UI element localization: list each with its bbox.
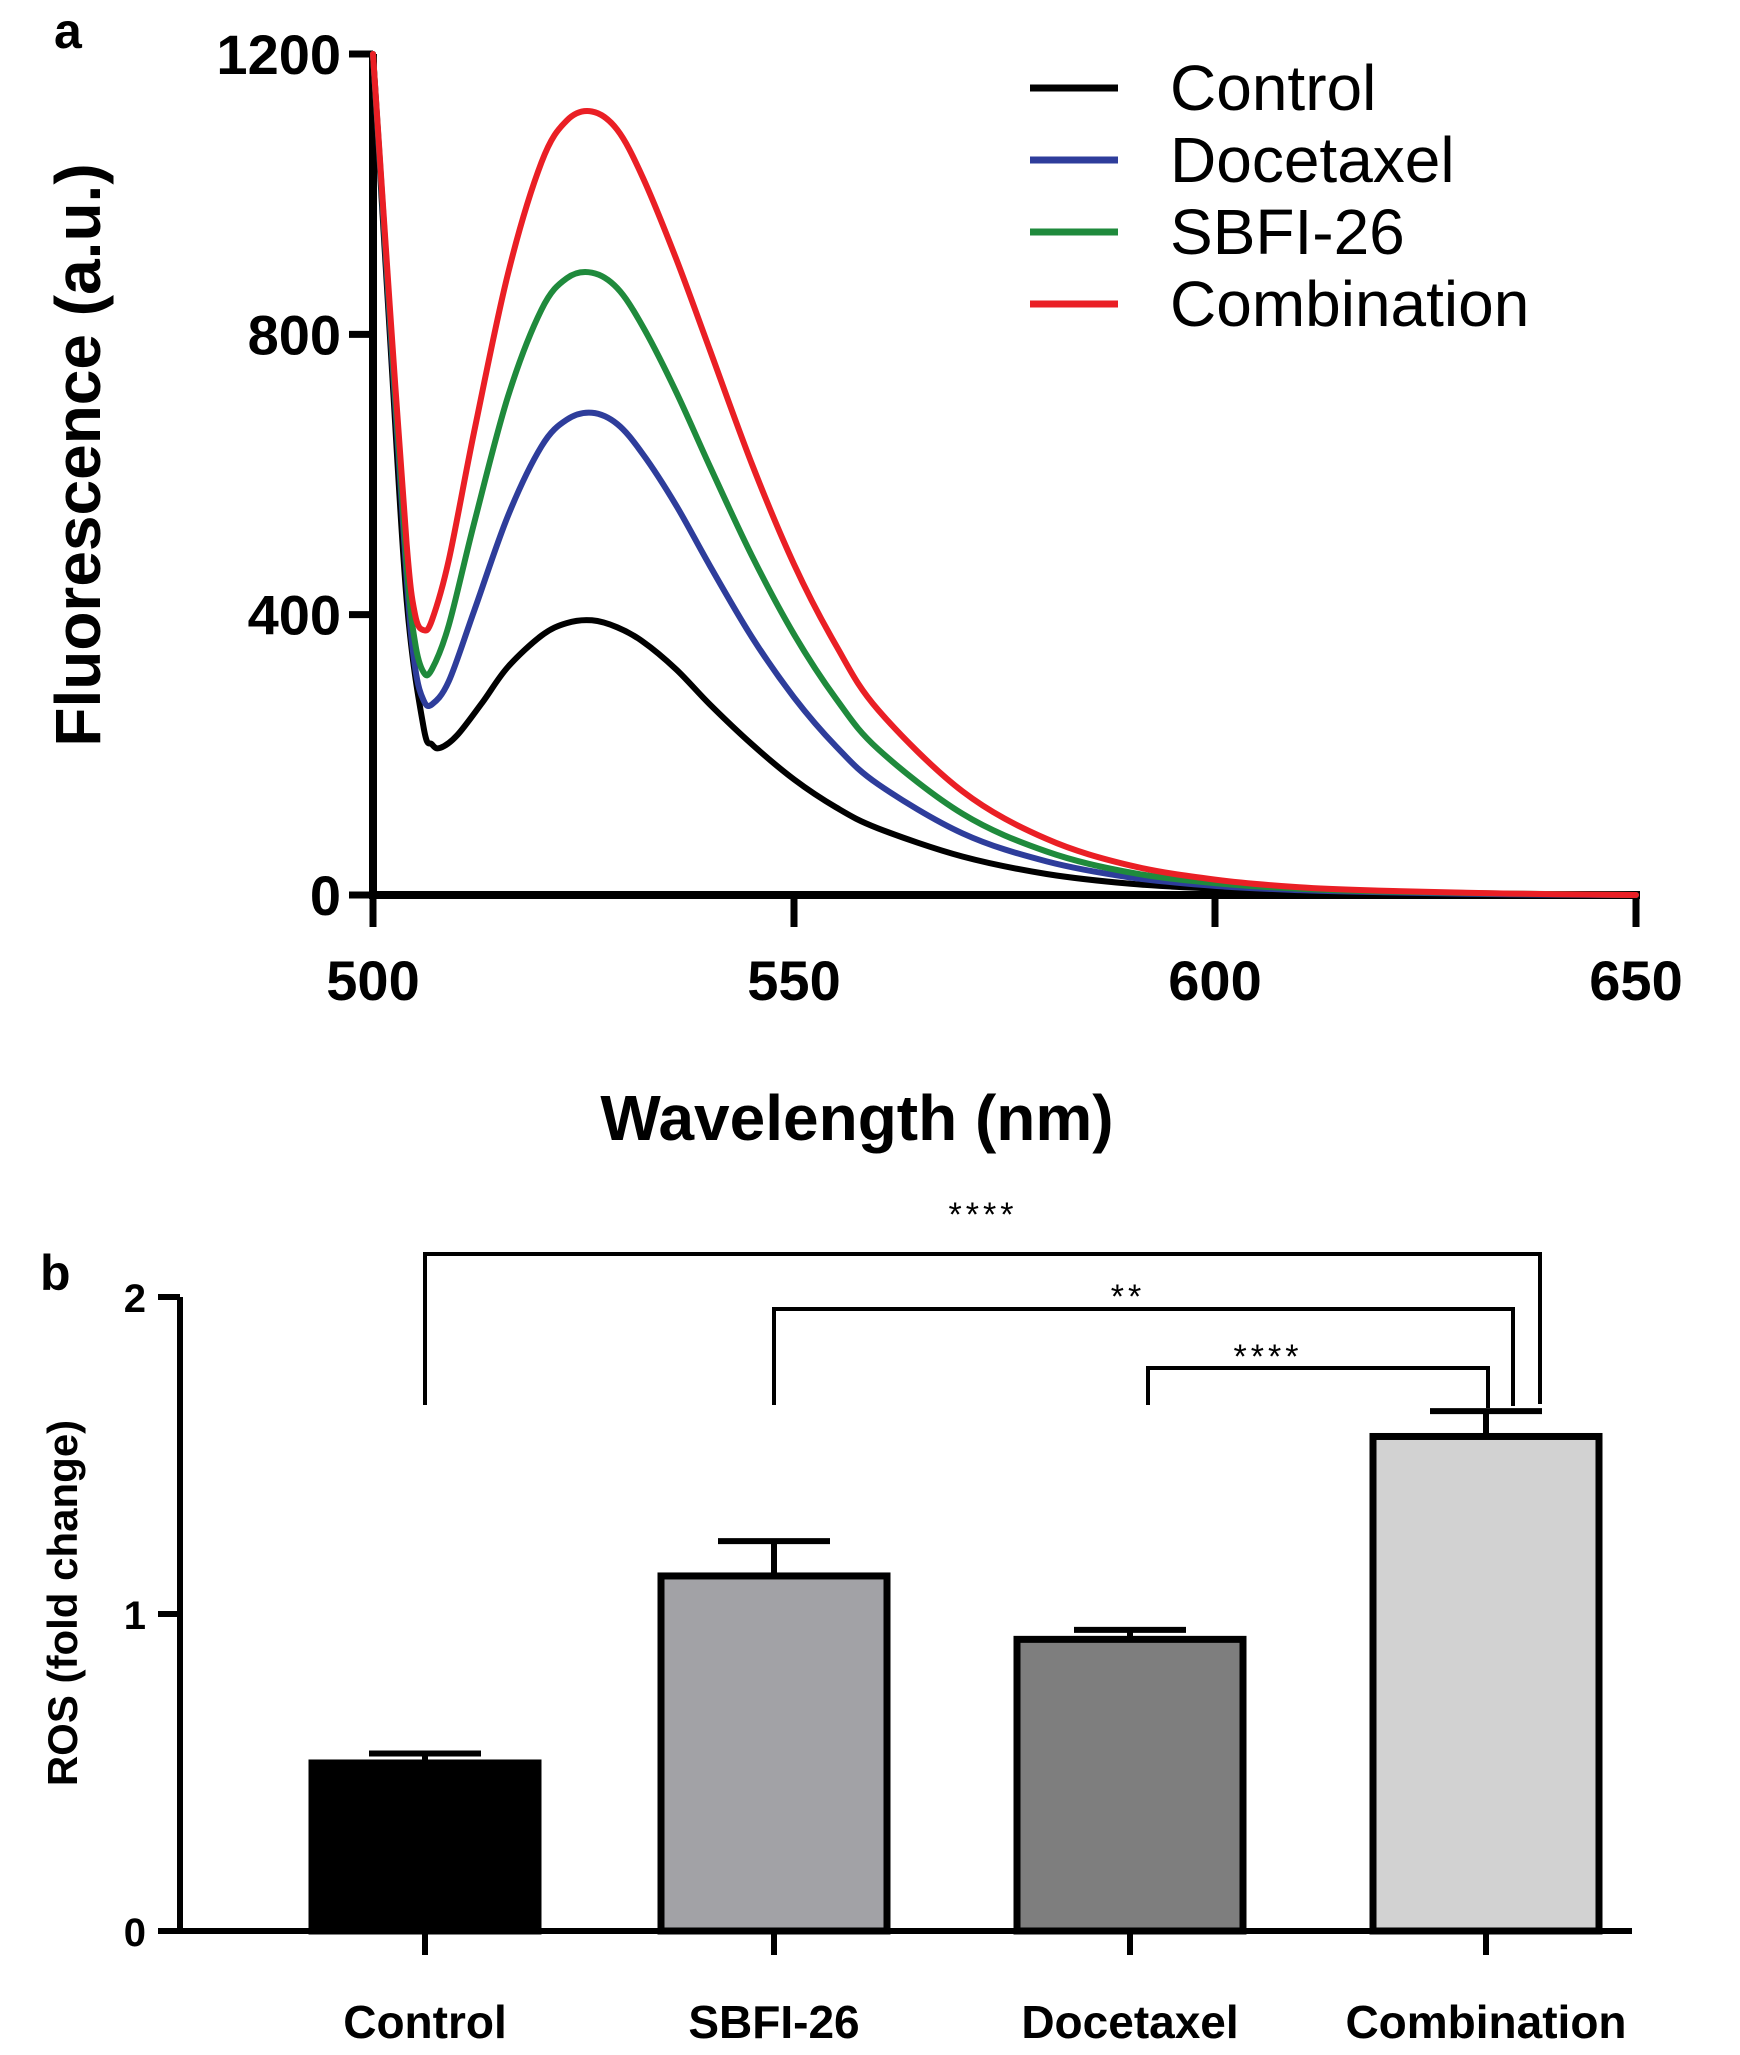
panel-a-y-tick-label: 400 xyxy=(248,584,341,647)
category-label: Docetaxel xyxy=(1021,1996,1238,2048)
category-label: SBFI-26 xyxy=(688,1996,859,2048)
panel-a-ticks: 0 400 800 1200 500 550 600 650 xyxy=(216,23,1682,1012)
panel-a-x-tick-label: 650 xyxy=(1589,949,1682,1012)
legend-label: Docetaxel xyxy=(1170,124,1455,196)
legend-label: Control xyxy=(1170,52,1376,124)
significance-bracket xyxy=(1146,1366,1490,1408)
panel-b-significance: ********** xyxy=(423,1196,1542,1408)
panel-b-ticks: 0 1 2 Control SBFI-26 Docetaxel Combination xyxy=(124,1277,1627,2048)
panel-a-y-tick-label: 800 xyxy=(248,303,341,366)
category-label: Combination xyxy=(1345,1996,1626,2048)
bar-combination xyxy=(1369,1432,1603,1935)
legend-label: SBFI-26 xyxy=(1170,196,1405,268)
series-line-sbfi-26 xyxy=(370,51,1639,898)
panel-b-label: b xyxy=(40,1245,71,1301)
panel-a-x-tick-label: 500 xyxy=(326,949,419,1012)
bar-control xyxy=(308,1759,542,1935)
bar-docetaxel xyxy=(1013,1635,1247,1935)
panel-b-y-tick-label: 2 xyxy=(124,1277,146,1321)
category-label: Control xyxy=(343,1996,507,2048)
panel-b-y-tick-label: 0 xyxy=(124,1911,146,1955)
panel-a-y-tick-label: 0 xyxy=(310,864,341,927)
significance-label: **** xyxy=(949,1196,1018,1234)
panel-b-bars xyxy=(308,1408,1603,1935)
panel-a-y-axis-title: Fluorescence (a.u.) xyxy=(42,163,114,746)
significance-label: ** xyxy=(1111,1278,1145,1316)
significance-label: **** xyxy=(1234,1338,1303,1376)
panel-b-y-axis-title: ROS (fold change) xyxy=(39,1420,86,1786)
bar-sbfi-26 xyxy=(657,1572,891,1935)
panel-a-y-tick-label: 1200 xyxy=(216,23,341,86)
panel-a-x-tick-label: 600 xyxy=(1168,949,1261,1012)
series-line-combination xyxy=(370,51,1639,898)
significance-bracket xyxy=(772,1307,1515,1406)
significance-bracket xyxy=(423,1252,1542,1405)
legend-label: Combination xyxy=(1170,268,1529,340)
panel-b-y-tick-label: 1 xyxy=(124,1594,146,1638)
panel-a-series xyxy=(370,51,1639,898)
panel-a-label: a xyxy=(54,3,83,59)
panel-a-x-axis-title: Wavelength (nm) xyxy=(600,1082,1113,1154)
panel-a-x-tick-label: 550 xyxy=(747,949,840,1012)
